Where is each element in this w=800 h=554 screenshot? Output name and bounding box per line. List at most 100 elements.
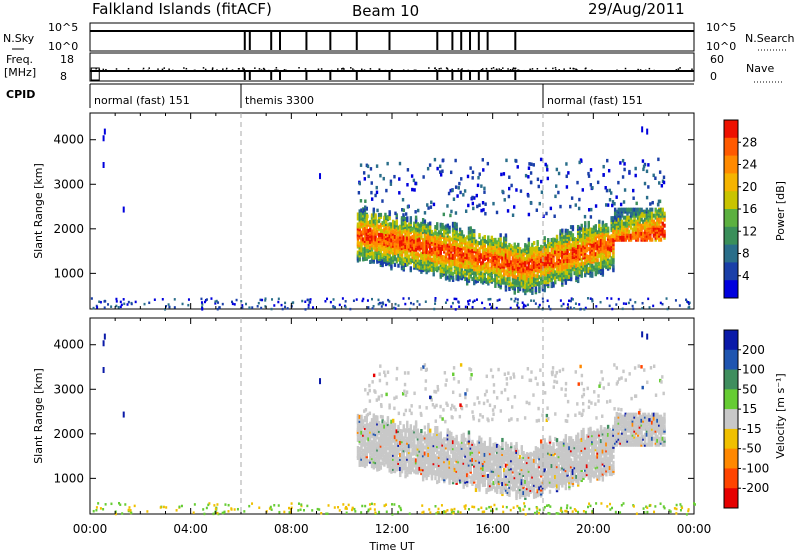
echo-cell — [467, 203, 470, 208]
echo-cell — [529, 276, 532, 281]
echo-cell — [647, 233, 650, 238]
echo-cell — [413, 229, 416, 234]
echo-cell — [594, 264, 597, 269]
echo-cell — [365, 220, 368, 225]
echo-cell — [506, 273, 509, 278]
echo-cell — [458, 269, 462, 274]
echo-cell — [377, 238, 381, 243]
echo-cell — [451, 277, 455, 282]
echo-cell — [603, 233, 606, 238]
echo-cell — [390, 457, 393, 462]
echo-cell — [552, 275, 555, 280]
echo-cell — [450, 459, 453, 464]
echo-cell — [584, 235, 587, 240]
echo-cell — [457, 455, 460, 460]
echo-cell — [413, 243, 416, 248]
nave-point — [352, 68, 354, 70]
echo-cell — [474, 273, 478, 278]
echo-cell — [414, 253, 418, 258]
echo-cell — [376, 208, 379, 213]
nave-point — [183, 67, 185, 69]
echo-cell — [608, 237, 612, 242]
echo-cell — [428, 249, 432, 254]
ground-scatter-cell — [496, 299, 499, 302]
echo-cell — [524, 263, 527, 268]
echo-cell — [397, 233, 400, 238]
echo-cell — [437, 476, 441, 481]
ground-scatter-cell — [264, 299, 267, 302]
echo-cell — [488, 252, 492, 257]
echo-cell — [473, 271, 476, 276]
echo-cell — [494, 271, 497, 276]
echo-cell — [582, 261, 585, 266]
echo-cell — [550, 280, 553, 285]
echo-cell — [532, 265, 536, 270]
echo-cell — [476, 240, 479, 245]
echo-cell — [661, 215, 664, 220]
echo-cell — [358, 458, 361, 463]
echo-cell — [529, 250, 532, 255]
echo-cell — [638, 221, 642, 226]
echo-cell — [504, 239, 508, 244]
echo-cell — [356, 252, 360, 257]
echo-cell — [619, 215, 622, 220]
echo-cell — [522, 248, 525, 253]
echo-cell — [501, 244, 504, 249]
echo-cell — [434, 432, 437, 437]
nave-point — [512, 67, 515, 70]
ground-scatter-cell — [457, 301, 460, 304]
echo-cell — [413, 235, 416, 240]
echo-cell — [413, 261, 416, 266]
nave-point — [675, 69, 678, 71]
echo-cell — [515, 263, 518, 268]
echo-cell — [451, 466, 455, 471]
echo-cell — [453, 455, 457, 460]
echo-cell — [446, 247, 450, 252]
echo-cell — [568, 242, 571, 247]
echo-cell — [412, 178, 416, 183]
echo-cell — [372, 465, 376, 470]
echo-cell — [427, 222, 430, 227]
nave-point — [363, 69, 366, 71]
echo-cell — [444, 445, 448, 450]
echo-cell — [575, 262, 578, 267]
echo-cell — [628, 223, 631, 228]
echo-cell — [402, 241, 405, 246]
echo-cell — [425, 450, 428, 455]
echo-cell — [427, 224, 430, 229]
echo-cell — [596, 230, 599, 235]
echo-cell — [404, 466, 407, 471]
echo-cell — [584, 271, 587, 276]
echo-cell — [379, 232, 383, 237]
echo-cell — [432, 447, 435, 452]
echo-cell — [513, 262, 516, 267]
echo-cell — [494, 273, 497, 278]
echo-cell — [469, 252, 472, 257]
echo-cell — [527, 166, 531, 170]
echo-cell — [388, 462, 391, 467]
echo-cell — [504, 281, 508, 286]
echo-cell — [585, 240, 589, 245]
ground-scatter-cell — [257, 301, 260, 305]
echo-cell — [575, 241, 578, 246]
echo-cell — [464, 244, 467, 249]
echo-cell — [386, 229, 390, 234]
echo-cell — [370, 241, 374, 246]
echo-cell — [568, 260, 571, 265]
echo-cell — [464, 269, 467, 274]
echo-cell — [425, 226, 428, 231]
echo-cell — [580, 227, 583, 232]
echo-cell — [434, 426, 437, 431]
echo-cell — [585, 236, 589, 241]
echo-cell — [448, 464, 451, 469]
echo-cell — [580, 257, 583, 262]
echo-cell — [377, 460, 381, 465]
echo-cell — [450, 271, 453, 276]
echo-cell — [402, 243, 405, 248]
echo-cell — [439, 258, 442, 263]
echo-cell — [427, 240, 430, 245]
echo-cell — [421, 457, 425, 462]
echo-cell — [464, 479, 467, 484]
echo-cell — [522, 252, 525, 257]
echo-cell — [365, 228, 368, 233]
